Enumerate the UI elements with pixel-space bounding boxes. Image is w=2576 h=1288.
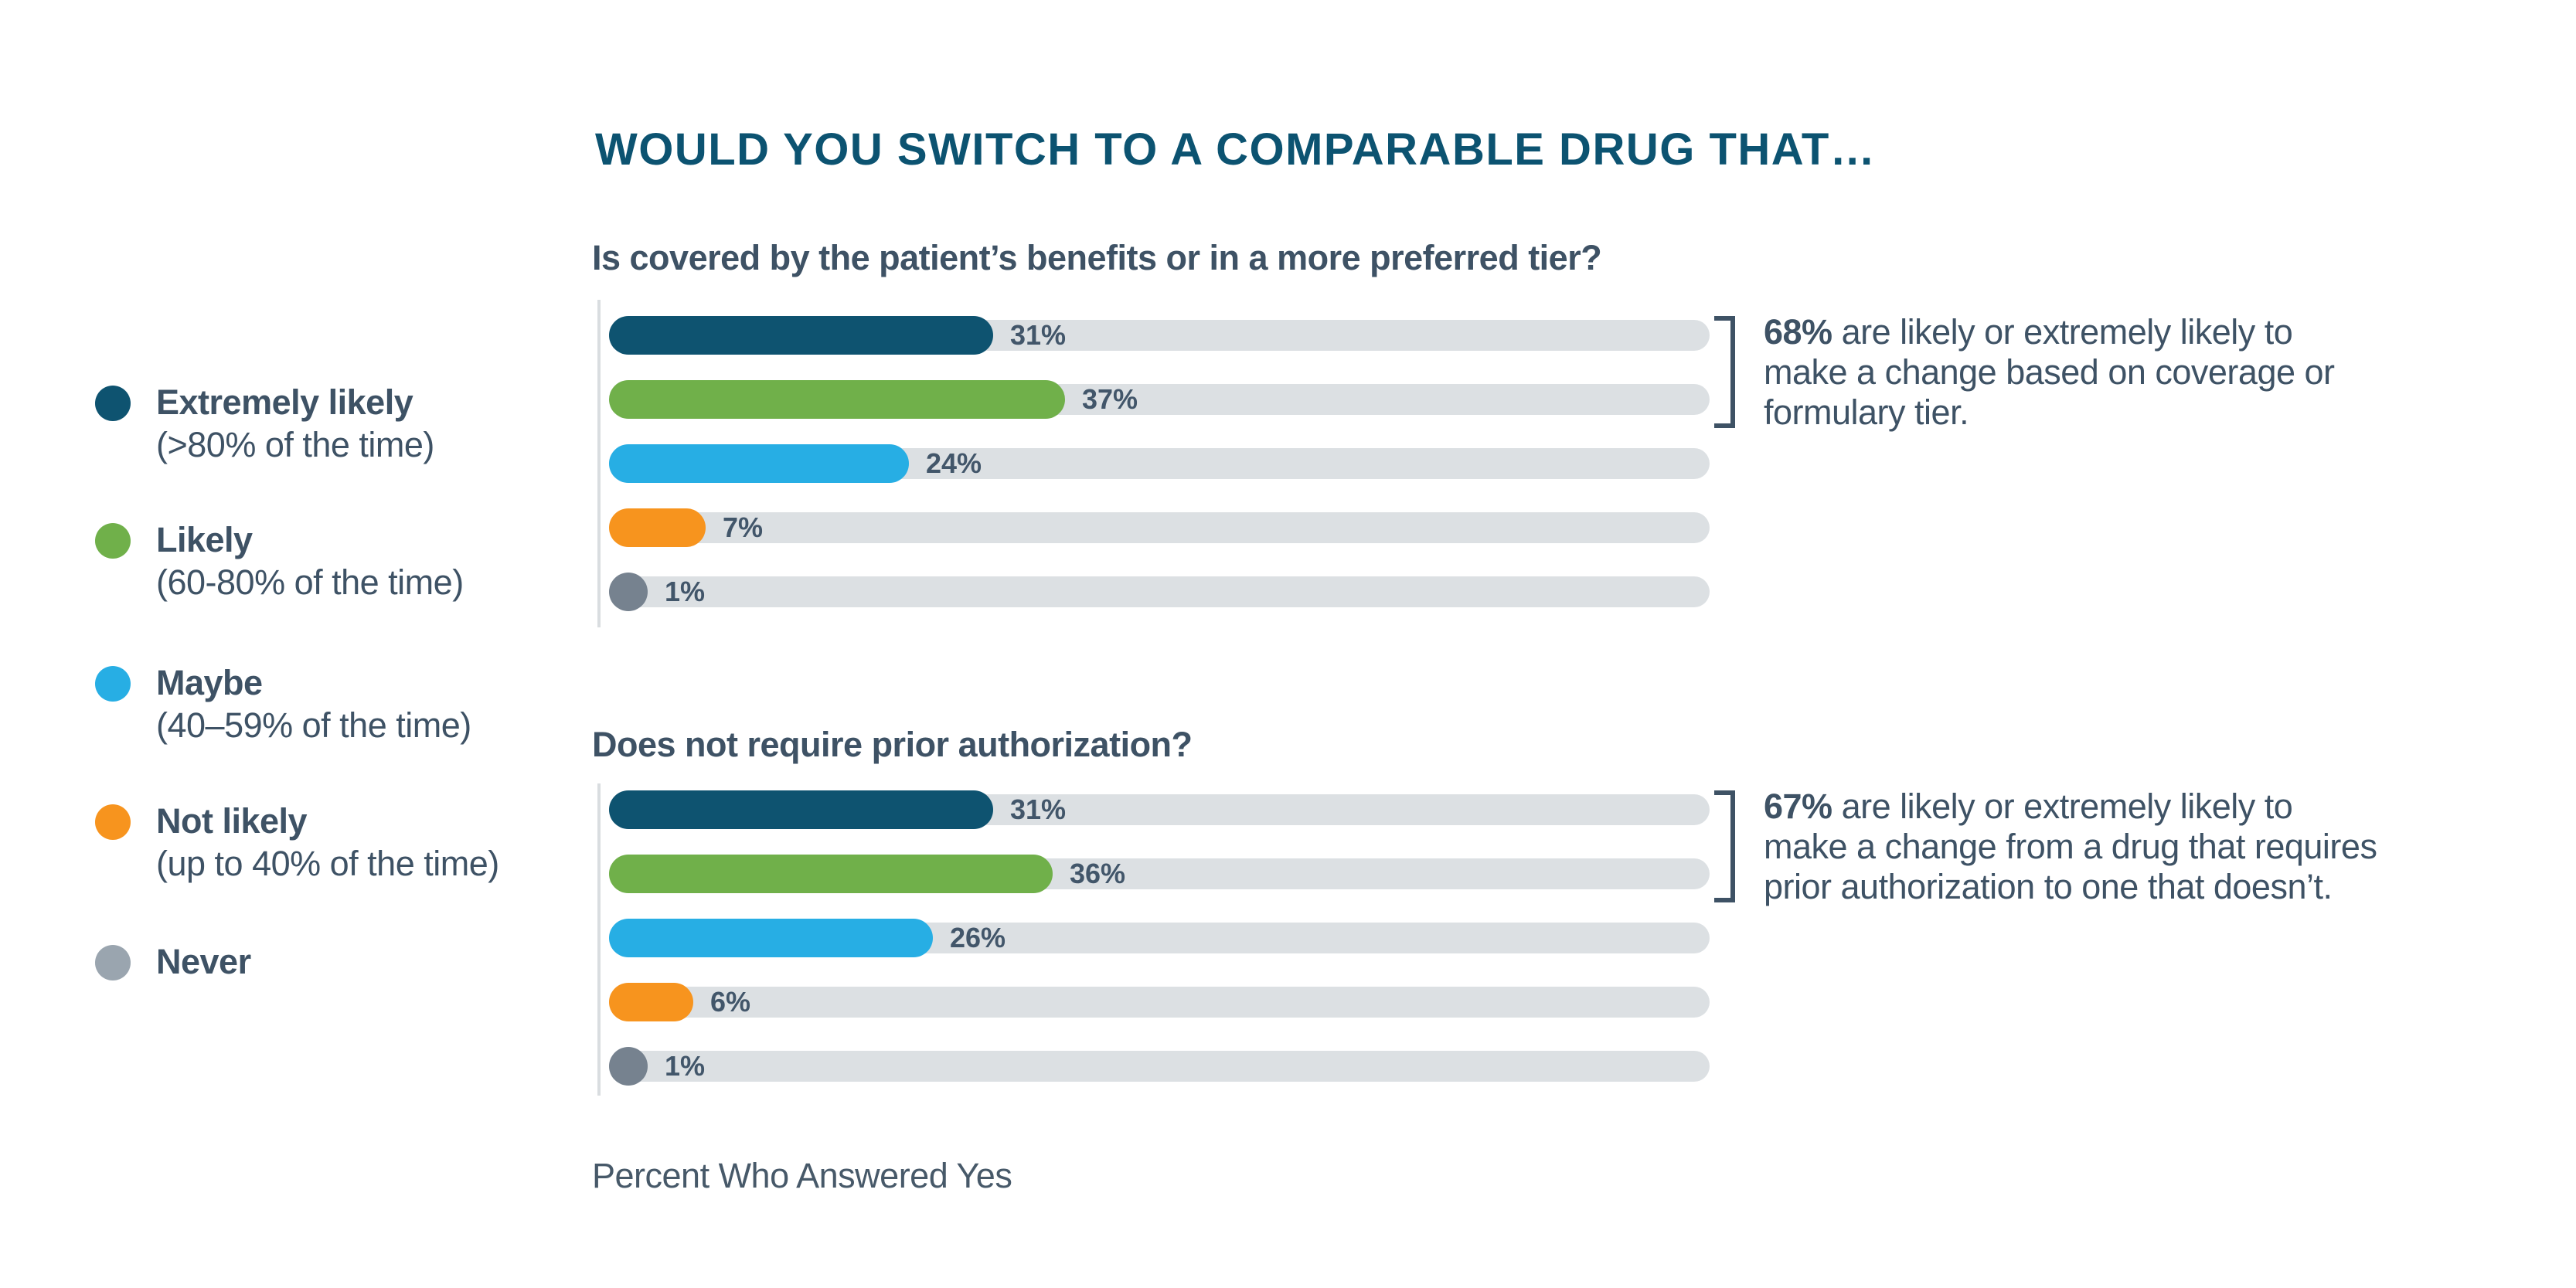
bar-likely <box>609 380 1065 419</box>
page-title: WOULD YOU SWITCH TO A COMPARABLE DRUG TH… <box>595 124 1877 175</box>
bar-track <box>622 512 1710 543</box>
bar-value-label: 37% <box>1082 383 1138 415</box>
legend-label: Likely <box>156 520 253 559</box>
bar-rows-coverage: 31% 37% 24% 7% 1% <box>609 316 1730 637</box>
bar-row-never: 1% <box>609 573 1730 611</box>
bar-track <box>622 987 1710 1018</box>
bar-value-label: 6% <box>710 986 751 1018</box>
legend-item-not-likely: Not likely (up to 40% of the time) <box>95 800 499 885</box>
annotation-line: formulary tier. <box>1764 393 1969 432</box>
legend-sublabel: (>80% of the time) <box>156 425 434 464</box>
legend-label: Not likely <box>156 801 308 841</box>
bar-never <box>609 1047 648 1086</box>
bar-value-label: 7% <box>723 511 764 543</box>
legend-sublabel: (up to 40% of the time) <box>156 844 499 883</box>
annotation-line: are likely or extremely likely to <box>1841 787 2293 826</box>
legend-item-extremely-likely: Extremely likely (>80% of the time) <box>95 382 434 466</box>
bar-row-likely: 36% <box>609 855 1730 893</box>
bar-value-label: 26% <box>950 922 1006 953</box>
legend-dot-not-likely-icon <box>95 804 131 840</box>
bar-row-never: 1% <box>609 1047 1730 1086</box>
bar-row-not-likely: 6% <box>609 983 1730 1021</box>
bar-not-likely <box>609 508 706 547</box>
annotation-prior-authorization: 67% are likely or extremely likely to ma… <box>1764 787 2377 907</box>
bar-rows-prior-authorization: 31% 36% 26% 6% 1% <box>609 790 1730 1111</box>
bar-never <box>609 573 648 611</box>
bar-value-label: 31% <box>1010 794 1067 825</box>
annotation-highlight: 67% <box>1764 787 1832 826</box>
legend-dot-extremely-likely-icon <box>95 386 131 421</box>
legend-dot-never-icon <box>95 945 131 980</box>
bar-value-label: 36% <box>1070 858 1126 889</box>
bar-track <box>622 576 1710 607</box>
bar-row-not-likely: 7% <box>609 508 1730 547</box>
annotation-line: make a change based on coverage or <box>1764 352 2335 392</box>
chart-heading-coverage: Is covered by the patient’s benefits or … <box>592 238 1602 277</box>
bar-row-extremely-likely: 31% <box>609 790 1730 829</box>
chart-axis-line <box>597 783 601 1096</box>
legend-label: Extremely likely <box>156 382 413 422</box>
bar-value-label: 1% <box>665 1050 706 1082</box>
bracket-top-two-bars <box>1714 316 1735 428</box>
annotation-line: make a change from a drug that requires <box>1764 827 2377 866</box>
bar-likely <box>609 855 1053 893</box>
legend-dot-likely-icon <box>95 523 131 559</box>
bar-maybe <box>609 444 909 483</box>
bracket-top-two-bars <box>1714 790 1735 902</box>
legend-item-maybe: Maybe (40–59% of the time) <box>95 662 471 746</box>
chart-axis-line <box>597 300 601 627</box>
bar-value-label: 1% <box>665 576 706 607</box>
annotation-line: prior authorization to one that doesn’t. <box>1764 867 2333 906</box>
bar-maybe <box>609 919 933 957</box>
bar-extremely-likely <box>609 316 993 355</box>
bar-not-likely <box>609 983 693 1021</box>
legend-dot-maybe-icon <box>95 666 131 702</box>
bar-row-maybe: 26% <box>609 919 1730 957</box>
bar-extremely-likely <box>609 790 993 829</box>
annotation-highlight: 68% <box>1764 312 1832 352</box>
bar-row-extremely-likely: 31% <box>609 316 1730 355</box>
legend-item-never: Never <box>95 941 251 983</box>
bar-row-likely: 37% <box>609 380 1730 419</box>
annotation-line: are likely or extremely likely to <box>1841 312 2293 352</box>
legend-sublabel: (40–59% of the time) <box>156 705 471 745</box>
bar-value-label: 24% <box>926 447 982 479</box>
legend-sublabel: (60-80% of the time) <box>156 562 464 602</box>
legend-label: Never <box>156 942 251 981</box>
chart-heading-prior-authorization: Does not require prior authorization? <box>592 725 1193 764</box>
annotation-coverage: 68% are likely or extremely likely to ma… <box>1764 312 2335 433</box>
bar-value-label: 31% <box>1010 319 1067 351</box>
x-axis-label: Percent Who Answered Yes <box>592 1156 1012 1195</box>
legend-item-likely: Likely (60-80% of the time) <box>95 519 464 603</box>
bar-track <box>622 1051 1710 1082</box>
bar-row-maybe: 24% <box>609 444 1730 483</box>
legend-label: Maybe <box>156 663 263 702</box>
